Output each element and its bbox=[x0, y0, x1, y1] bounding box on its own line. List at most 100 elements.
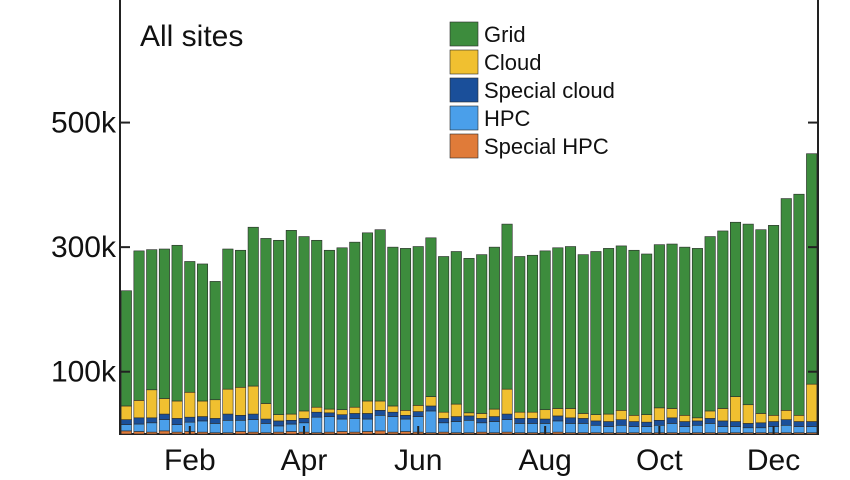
legend-swatch-cloud bbox=[449, 49, 479, 75]
bar-segment-grid-39 bbox=[603, 248, 615, 415]
bar-segment-grid-32 bbox=[514, 256, 526, 413]
bar-segment-cloud-24 bbox=[412, 405, 424, 412]
bar-segment-special-cloud-28 bbox=[463, 415, 475, 421]
bar-segment-hpc-48 bbox=[717, 426, 729, 434]
bar-segment-cloud-40 bbox=[615, 410, 627, 420]
bar-segment-special-hpc-18 bbox=[336, 431, 348, 435]
bar-segment-grid-29 bbox=[476, 254, 488, 414]
bar-segment-special-cloud-47 bbox=[704, 418, 716, 424]
bar-segment-special-cloud-54 bbox=[793, 421, 805, 427]
bar-segment-grid-31 bbox=[501, 223, 513, 390]
bar-segment-special-hpc-1 bbox=[120, 430, 132, 435]
bar-segment-grid-50 bbox=[742, 223, 754, 406]
bar-segment-special-hpc-10 bbox=[235, 431, 247, 435]
bar-segment-hpc-50 bbox=[742, 427, 754, 434]
bar-segment-hpc-1 bbox=[120, 424, 132, 432]
bar-segment-cloud-28 bbox=[463, 412, 475, 417]
bar-segment-cloud-47 bbox=[704, 410, 716, 419]
bar-segment-grid-17 bbox=[323, 249, 335, 410]
bar-segment-cloud-18 bbox=[336, 409, 348, 415]
bar-segment-special-cloud-48 bbox=[717, 420, 729, 427]
bar-segment-hpc-7 bbox=[196, 420, 208, 433]
bar-segment-hpc-23 bbox=[400, 418, 412, 432]
bar-segment-hpc-20 bbox=[361, 418, 373, 432]
bar-segment-cloud-43 bbox=[653, 407, 665, 421]
bar-segment-hpc-21 bbox=[374, 415, 386, 432]
bar-segment-hpc-42 bbox=[641, 426, 653, 434]
bar-segment-special-cloud-11 bbox=[247, 413, 259, 420]
bar-segment-special-cloud-10 bbox=[235, 415, 247, 421]
bar-segment-cloud-13 bbox=[273, 414, 285, 422]
bar-segment-grid-30 bbox=[488, 246, 500, 410]
bar-segment-special-cloud-43 bbox=[653, 419, 665, 426]
x-tick-label: Dec bbox=[747, 444, 800, 477]
bar-segment-special-cloud-45 bbox=[679, 421, 691, 427]
bar-segment-grid-2 bbox=[133, 250, 145, 401]
bar-segment-special-cloud-55 bbox=[806, 421, 818, 427]
bar-segment-cloud-11 bbox=[247, 385, 259, 415]
bar-segment-hpc-9 bbox=[222, 419, 234, 434]
bar-segment-cloud-41 bbox=[628, 415, 640, 422]
bar-segment-grid-11 bbox=[247, 226, 259, 387]
bar-segment-hpc-49 bbox=[730, 426, 742, 434]
legend-swatch-grid bbox=[449, 21, 479, 47]
bar-segment-special-cloud-21 bbox=[374, 410, 386, 416]
bar-segment-grid-54 bbox=[793, 193, 805, 416]
bar-segment-special-cloud-39 bbox=[603, 421, 615, 427]
bar-segment-hpc-12 bbox=[260, 423, 272, 434]
bar-segment-special-cloud-20 bbox=[361, 413, 373, 420]
bar-segment-hpc-26 bbox=[438, 422, 450, 433]
bar-segment-hpc-11 bbox=[247, 419, 259, 433]
bar-segment-special-cloud-41 bbox=[628, 421, 640, 427]
bar-segment-cloud-32 bbox=[514, 411, 526, 419]
bar-segment-hpc-55 bbox=[806, 426, 818, 434]
bar-segment-cloud-52 bbox=[768, 415, 780, 422]
bar-segment-cloud-9 bbox=[222, 388, 234, 415]
x-tick-label: Aug bbox=[518, 444, 571, 477]
bar-segment-grid-36 bbox=[565, 246, 577, 409]
bars-layer bbox=[120, 153, 818, 435]
bar-segment-cloud-6 bbox=[184, 391, 196, 418]
x-tick-label: Apr bbox=[281, 444, 328, 477]
bar-segment-grid-28 bbox=[463, 258, 475, 414]
bar-segment-cloud-8 bbox=[209, 399, 221, 419]
bar-segment-grid-5 bbox=[171, 244, 183, 402]
bar-segment-cloud-23 bbox=[400, 410, 412, 416]
bar-segment-hpc-44 bbox=[666, 423, 678, 434]
bar-segment-hpc-10 bbox=[235, 419, 247, 432]
x-tick-label: Oct bbox=[636, 444, 683, 477]
bar-segment-grid-8 bbox=[209, 281, 221, 401]
bar-segment-grid-25 bbox=[425, 237, 437, 397]
bar-segment-special-cloud-15 bbox=[298, 418, 310, 424]
bar-segment-special-hpc-23 bbox=[400, 431, 412, 435]
bar-segment-grid-46 bbox=[691, 248, 703, 419]
bar-segment-special-cloud-32 bbox=[514, 418, 526, 424]
bar-segment-cloud-38 bbox=[590, 414, 602, 422]
bar-segment-special-cloud-51 bbox=[755, 422, 767, 429]
bar-segment-hpc-51 bbox=[755, 427, 767, 434]
bar-segment-grid-15 bbox=[298, 236, 310, 412]
bar-segment-special-cloud-16 bbox=[311, 411, 323, 418]
y-tick-label: 300k bbox=[51, 231, 117, 264]
bar-segment-cloud-48 bbox=[717, 408, 729, 422]
bar-segment-cloud-22 bbox=[387, 405, 399, 413]
bar-segment-cloud-42 bbox=[641, 414, 653, 423]
bar-segment-grid-7 bbox=[196, 263, 208, 402]
bar-segment-grid-34 bbox=[539, 250, 551, 411]
bar-segment-special-cloud-4 bbox=[158, 413, 170, 420]
legend-label-hpc: HPC bbox=[484, 106, 531, 131]
bar-segment-special-cloud-14 bbox=[285, 419, 297, 425]
bar-segment-hpc-37 bbox=[577, 423, 589, 434]
legend-label-special-hpc: Special HPC bbox=[484, 134, 609, 159]
bar-segment-grid-18 bbox=[336, 247, 348, 411]
bar-segment-special-cloud-36 bbox=[565, 417, 577, 424]
bar-segment-cloud-35 bbox=[552, 408, 564, 417]
bar-segment-hpc-4 bbox=[158, 419, 170, 432]
bar-segment-special-cloud-2 bbox=[133, 417, 145, 425]
bar-segment-hpc-45 bbox=[679, 426, 691, 434]
bar-segment-cloud-5 bbox=[171, 400, 183, 419]
bar-segment-hpc-2 bbox=[133, 423, 145, 432]
legend-swatch-hpc bbox=[449, 105, 479, 131]
bar-segment-cloud-45 bbox=[679, 415, 691, 422]
